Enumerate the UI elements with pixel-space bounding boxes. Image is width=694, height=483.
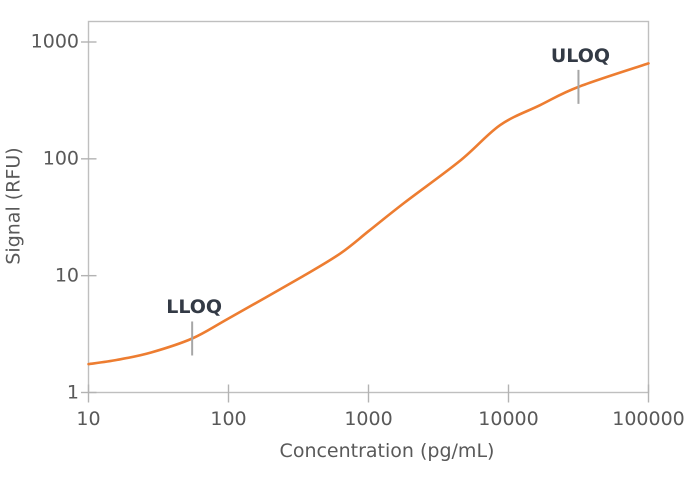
y-axis-tick-label: 1000 — [30, 30, 79, 53]
x-axis-tick-label: 10000 — [478, 408, 539, 430]
x-axis-title: Concentration (pg/mL) — [279, 440, 495, 462]
calibration-curve-line — [87, 62, 650, 366]
x-axis-tick-label: 100000 — [612, 408, 685, 430]
y-axis-title: Signal (RFU) — [2, 147, 25, 265]
plot-border — [87, 20, 650, 394]
lloq-annotation-label: LLOQ — [166, 296, 223, 319]
uloq-annotation-label: ULOQ — [550, 44, 611, 67]
x-axis-tick-label: 100 — [210, 408, 247, 430]
y-axis-tick-label: 100 — [42, 147, 79, 170]
x-axis-tick-label: 10 — [76, 408, 101, 430]
x-axis-tick-label: 1000 — [344, 408, 393, 430]
y-axis-tick-label: 1 — [66, 381, 79, 403]
y-axis-tick-label: 10 — [54, 264, 79, 287]
